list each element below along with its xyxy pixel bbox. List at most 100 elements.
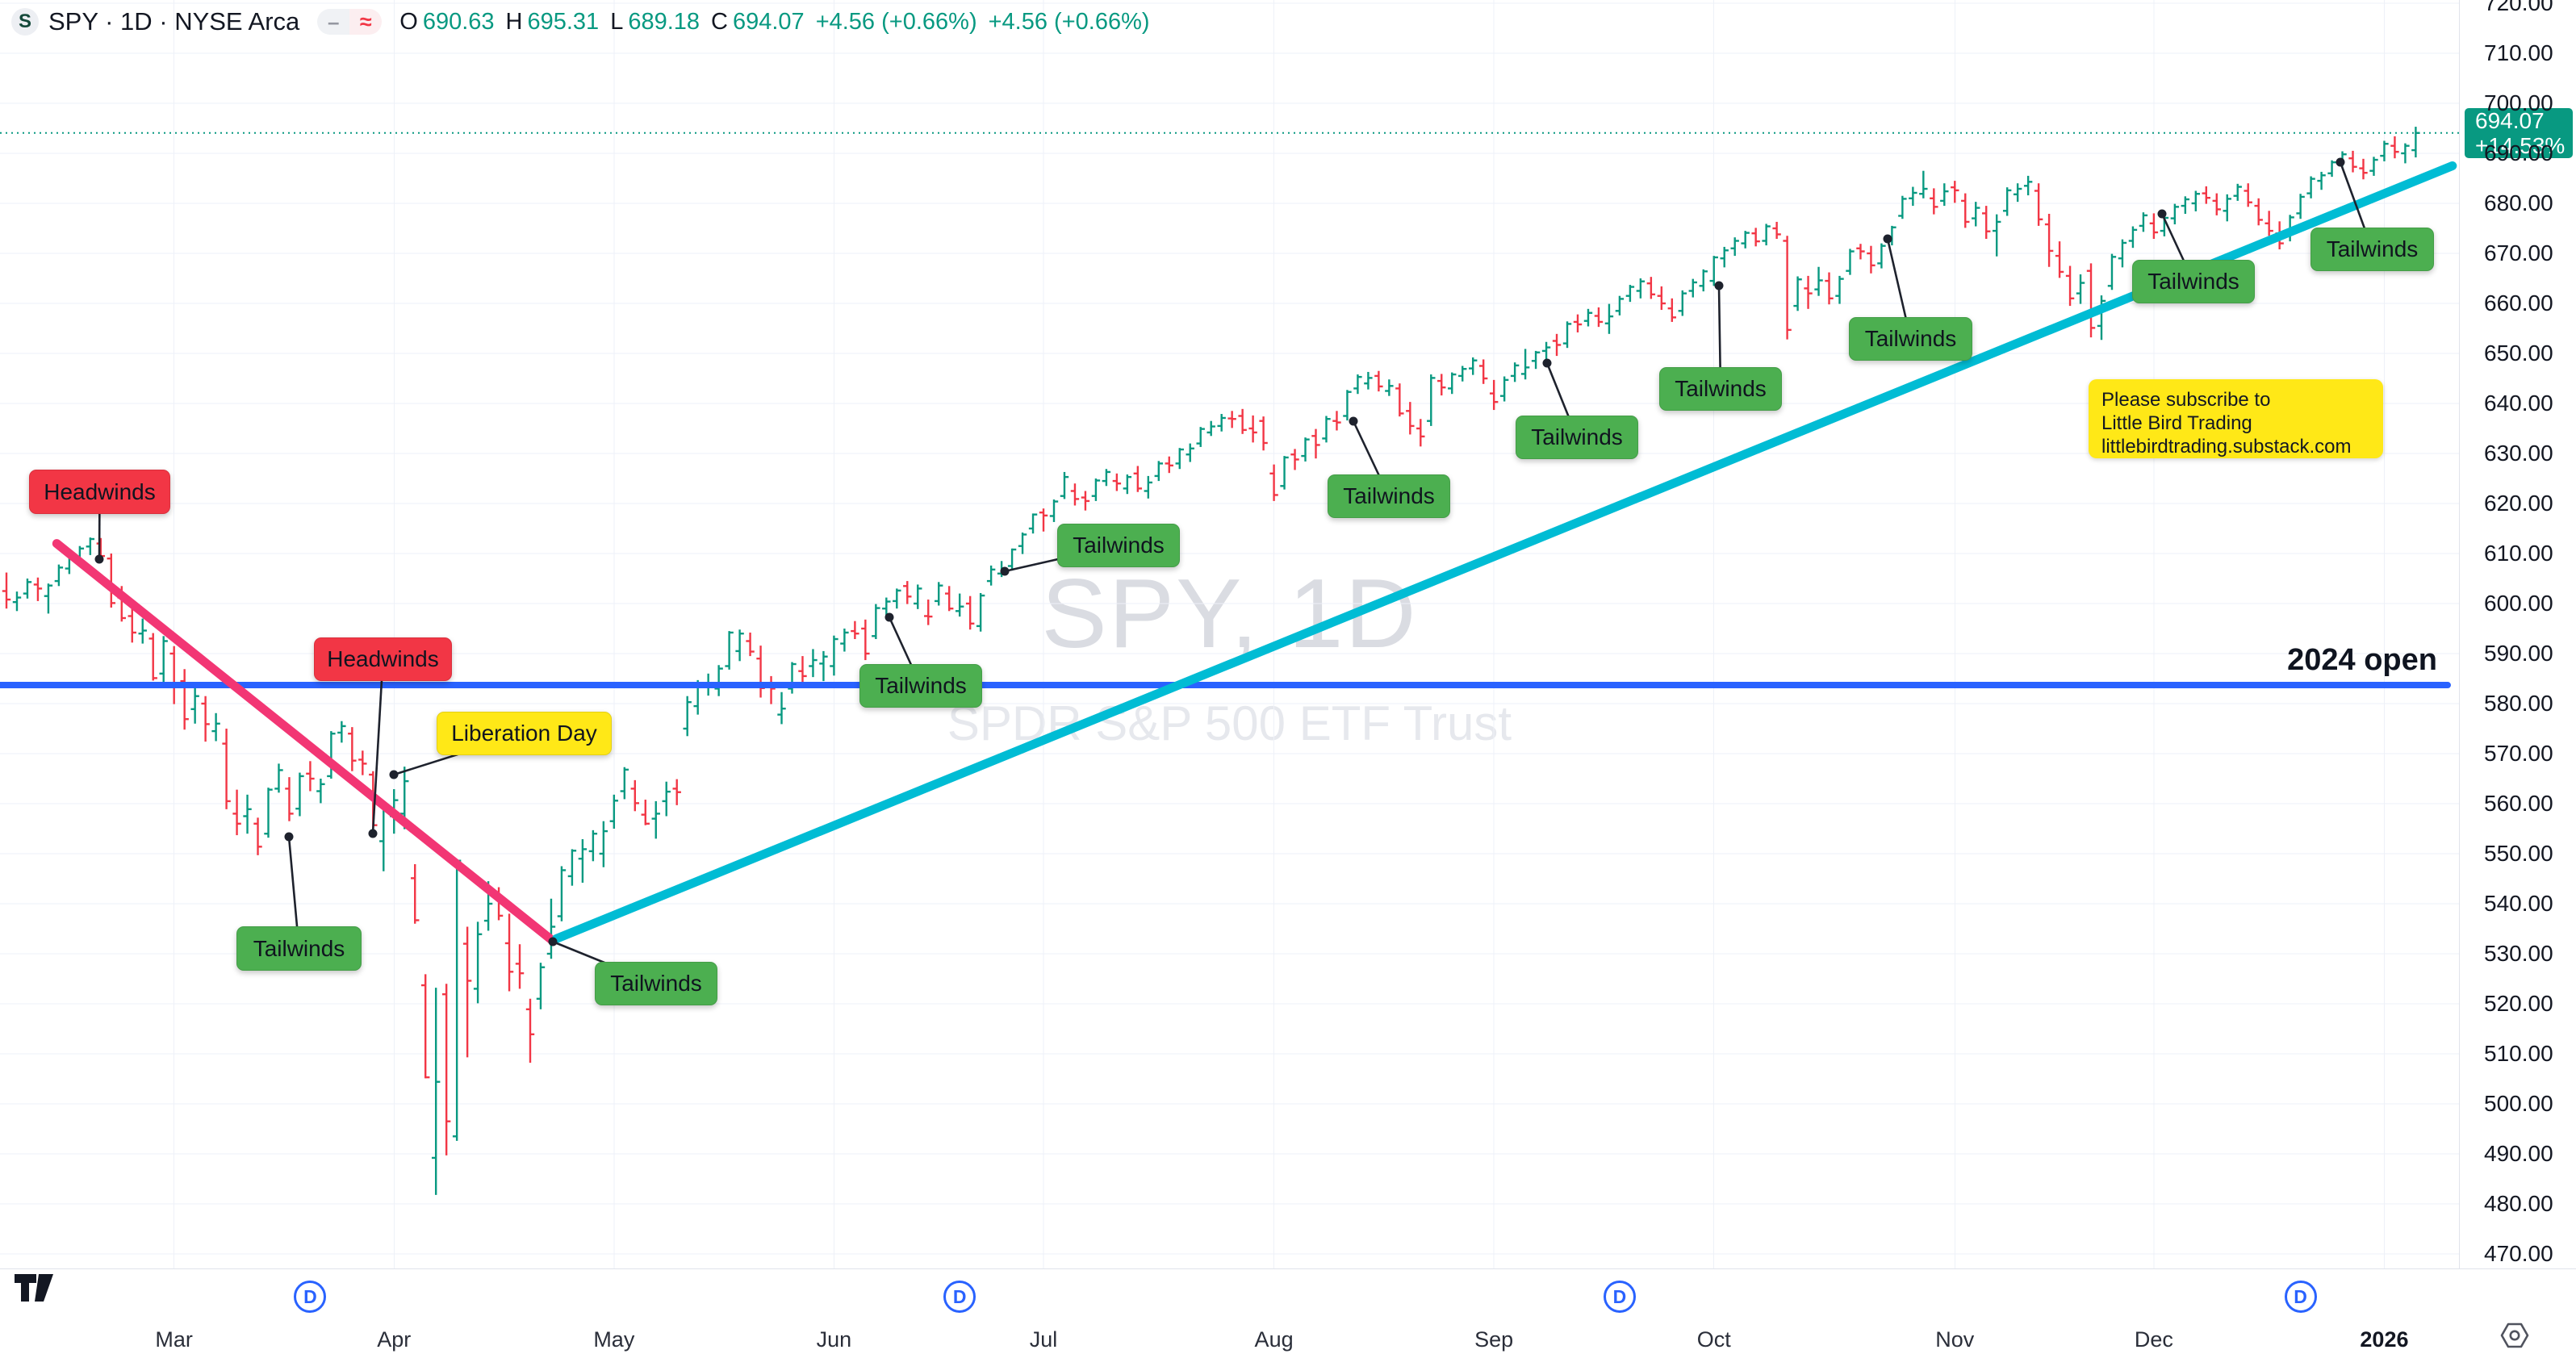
price-bar — [651, 800, 660, 839]
dividend-marker[interactable]: D — [1603, 1281, 1636, 1313]
price-bar — [1930, 188, 1938, 215]
price-bar — [2086, 263, 2096, 338]
price-bar — [411, 864, 420, 924]
price-axis-label: 570.00 — [2484, 741, 2553, 766]
last-price-value: 694.07 — [2475, 107, 2545, 133]
price-bar — [788, 662, 797, 694]
price-bar — [348, 727, 357, 771]
price-bar — [1678, 290, 1687, 316]
price-bar — [2264, 211, 2273, 236]
price-axis-label: 640.00 — [2484, 391, 2553, 416]
tailwinds-callout[interactable]: Tailwinds — [1057, 524, 1180, 567]
symbol-logo[interactable]: S — [11, 8, 39, 36]
price-bar — [1667, 298, 1677, 322]
price-bar — [986, 565, 996, 586]
price-bar — [1018, 532, 1027, 554]
price-bar — [1081, 491, 1090, 511]
price-bar — [1448, 372, 1457, 395]
price-bar — [2055, 241, 2064, 278]
similar-symbols-button[interactable]: ≈ — [349, 9, 383, 35]
headwinds-callout[interactable]: Headwinds — [29, 470, 170, 514]
price-bar — [148, 633, 157, 681]
note-line: littlebirdtrading.substack.com — [2101, 436, 2352, 458]
chart-canvas[interactable] — [0, 0, 2459, 1268]
price-bar — [211, 712, 220, 742]
price-bar — [1395, 383, 1404, 417]
price-bar — [421, 974, 430, 1079]
price-axis-label: 680.00 — [2484, 190, 2553, 215]
price-bar — [1290, 449, 1299, 470]
tailwinds-callout[interactable]: Tailwinds — [1516, 416, 1638, 459]
tailwinds-callout[interactable]: Tailwinds — [2310, 228, 2434, 271]
price-bar — [965, 595, 975, 630]
price-bar — [2191, 190, 2201, 211]
price-bar — [2118, 239, 2127, 268]
price-bar — [840, 629, 849, 652]
price-bar — [1594, 307, 1604, 328]
price-bar — [777, 692, 786, 725]
price-bar — [1133, 466, 1143, 492]
horizontal-level-label[interactable]: 2024 open — [2287, 643, 2437, 678]
price-bar — [1028, 513, 1038, 534]
time-axis-label-jul: Jul — [1029, 1327, 1058, 1352]
callout-anchor-dot — [1542, 358, 1552, 368]
price-bar — [1039, 508, 1048, 532]
price-axis-label: 540.00 — [2484, 891, 2553, 916]
price-axis-label: 720.00 — [2484, 0, 2553, 15]
price-bar — [1562, 321, 1572, 349]
tailwinds-callout[interactable]: Tailwinds — [859, 664, 982, 708]
price-bar — [672, 779, 681, 805]
dividend-marker[interactable]: D — [2284, 1281, 2317, 1313]
price-bar — [1499, 376, 1509, 402]
price-bar — [1940, 183, 1949, 207]
tailwinds-callout[interactable]: Tailwinds — [236, 926, 362, 971]
dividend-marker[interactable]: D — [943, 1281, 976, 1313]
price-bar — [1909, 186, 1917, 207]
price-bar — [798, 656, 807, 684]
price-bar — [327, 731, 336, 779]
dividend-marker[interactable]: D — [294, 1281, 327, 1313]
price-bar — [1783, 236, 1792, 340]
close-value: 694.07 — [732, 8, 805, 35]
price-bar — [767, 675, 776, 704]
price-bar — [1437, 374, 1446, 396]
price-bar — [1175, 448, 1184, 470]
price-bar — [1720, 246, 1729, 268]
change-value: +4.56 (+0.66%) — [815, 8, 977, 35]
price-axis-label: 530.00 — [2484, 941, 2553, 966]
callout-anchor-dot — [368, 829, 378, 838]
tailwinds-callout[interactable]: Tailwinds — [595, 962, 717, 1005]
tailwinds-callout[interactable]: Tailwinds — [1328, 474, 1450, 518]
subscribe-note[interactable]: Please subscribe to Little Bird Trading li… — [2089, 379, 2383, 458]
price-bar — [473, 921, 483, 1004]
downtrend-line[interactable] — [52, 539, 558, 946]
price-bar — [2023, 175, 2033, 196]
price-axis[interactable]: 694.07 +14.53% 470.00 480.00 490.00 500.00 5… — [2459, 0, 2576, 1268]
tailwinds-callout[interactable]: Tailwinds — [1659, 367, 1782, 411]
callout-anchor-dot — [2336, 157, 2345, 167]
price-bar — [1385, 379, 1394, 396]
headwinds-callout[interactable]: Headwinds — [314, 637, 452, 681]
price-bar — [1427, 374, 1436, 426]
price-bar — [1186, 443, 1194, 462]
price-bar — [1206, 420, 1215, 437]
settings-icon[interactable] — [2499, 1319, 2531, 1352]
price-bar — [295, 772, 304, 817]
price-bar — [264, 788, 273, 838]
open-value: 690.63 — [422, 8, 495, 35]
price-bar — [1856, 244, 1865, 260]
price-bar — [578, 839, 588, 883]
price-bar — [2202, 186, 2210, 204]
time-axis-label-may: May — [593, 1327, 635, 1352]
last-price-change: +14.53% — [2475, 132, 2566, 158]
tailwinds-callout[interactable]: Tailwinds — [1849, 317, 1972, 361]
time-axis[interactable]: Mar Apr May Jun Jul Aug Sep Oct Nov Dec 2026 D D D D — [0, 1268, 2576, 1358]
price-bar — [567, 849, 577, 886]
liberation-day-callout[interactable]: Liberation Day — [437, 712, 612, 755]
symbol-title[interactable]: SPY · 1D · NYSE Arca — [48, 7, 300, 36]
collapse-legend-button[interactable]: – — [317, 9, 350, 35]
price-axis-label: 600.00 — [2484, 591, 2553, 616]
tailwinds-callout[interactable]: Tailwinds — [2132, 260, 2255, 303]
price-bar — [662, 781, 671, 817]
tradingview-logo[interactable] — [15, 1274, 53, 1302]
